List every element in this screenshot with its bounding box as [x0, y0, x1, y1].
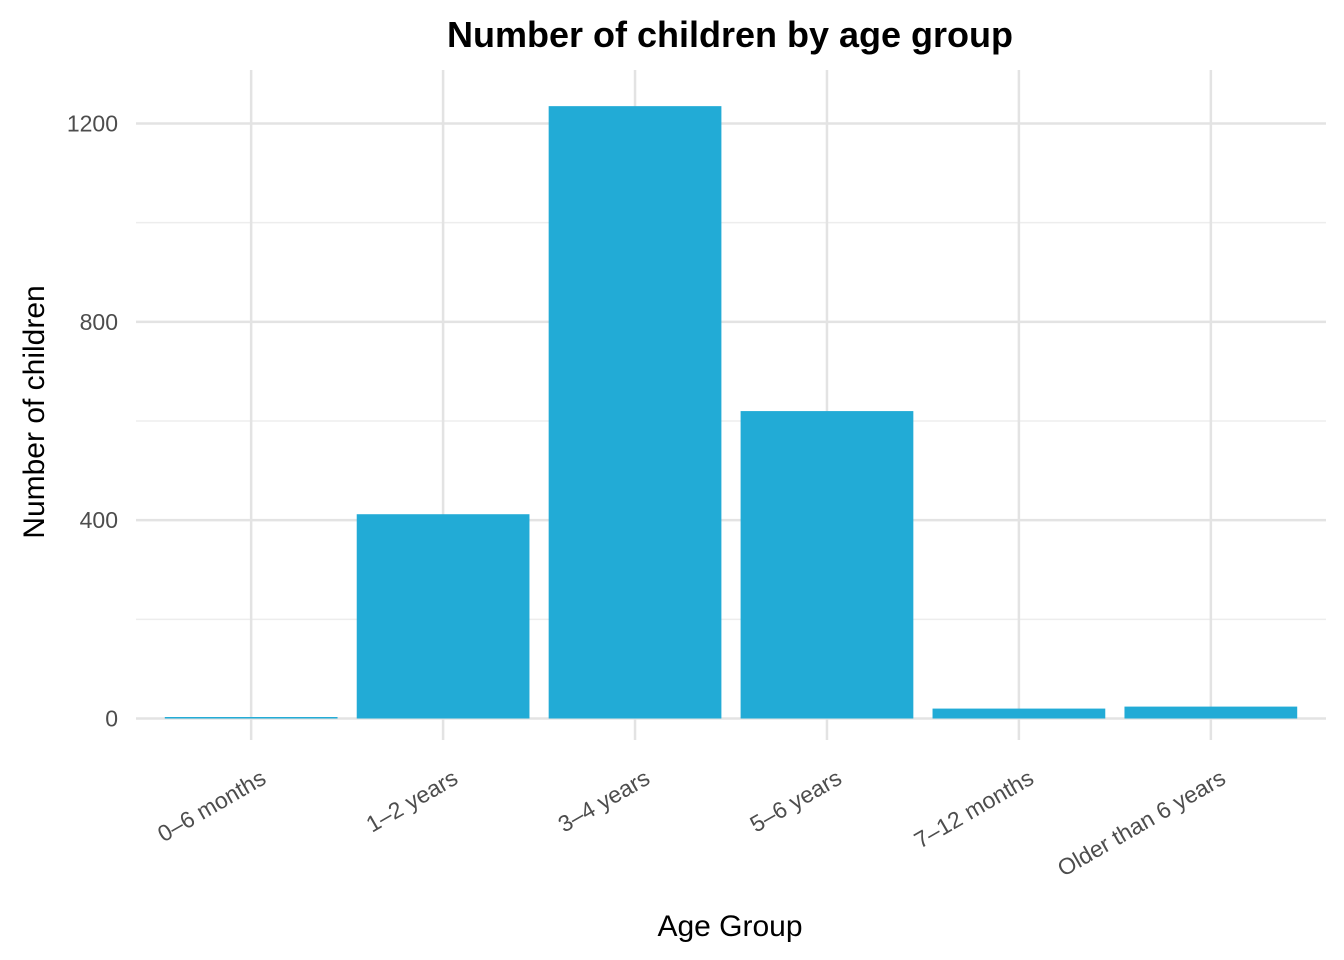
- grid: [136, 70, 1326, 740]
- y-axis-title: Number of children: [18, 285, 51, 538]
- x-axis-title: Age Group: [657, 910, 802, 943]
- x-tick-label: 3–4 years: [553, 764, 653, 837]
- bar: [1124, 706, 1298, 719]
- bars: [164, 106, 1298, 719]
- x-tick-label: 5–6 years: [745, 764, 845, 837]
- chart-title: Number of children by age group: [447, 14, 1013, 55]
- y-tick-label: 400: [80, 507, 118, 533]
- y-tick-label: 1200: [67, 111, 118, 137]
- x-tick-label: 0–6 months: [153, 764, 270, 847]
- x-tick-label: 7–12 months: [910, 764, 1038, 853]
- bar: [164, 717, 338, 719]
- x-axis-ticks: 0–6 months 1–2 years 3–4 years 5–6 years 7–1…: [153, 764, 1230, 881]
- x-tick-label: 1–2 years: [362, 764, 462, 837]
- bar: [740, 411, 914, 719]
- bar: [356, 514, 530, 719]
- bar: [548, 106, 722, 719]
- y-axis-ticks: 0 400 800 1200: [67, 111, 118, 732]
- y-tick-label: 800: [80, 309, 118, 335]
- bar: [932, 708, 1106, 719]
- x-tick-label: Older than 6 years: [1053, 764, 1230, 881]
- y-tick-label: 0: [105, 706, 118, 732]
